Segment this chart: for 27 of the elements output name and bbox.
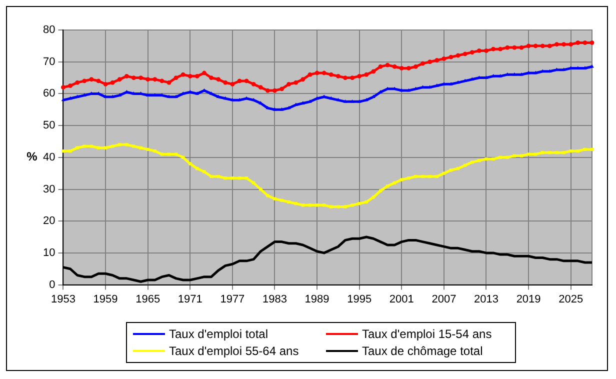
y-tick-label: 0 (49, 278, 56, 291)
y-axis-title: % (26, 150, 38, 164)
legend-label: Taux d'emploi total (169, 327, 268, 341)
x-tick-label: 2001 (389, 293, 414, 306)
x-tick-label: 2025 (558, 293, 584, 306)
x-tick-label: 2019 (516, 293, 541, 306)
y-tick-label: 50 (42, 120, 56, 132)
legend-label: Taux d'emploi 15-54 ans (362, 327, 492, 341)
y-tick-label: 70 (42, 56, 56, 68)
x-tick-label: 1977 (220, 293, 245, 306)
x-tick-label: 1959 (93, 293, 118, 306)
x-tick-label: 1983 (262, 293, 287, 306)
x-tick-label: 2007 (432, 293, 456, 306)
x-tick-label: 2013 (474, 293, 498, 306)
y-tick-label: 30 (42, 183, 56, 196)
y-tick-label: 20 (42, 215, 56, 228)
y-tick-label: 10 (42, 246, 56, 259)
legend-label: Taux d'emploi 55-64 ans (169, 344, 299, 358)
y-tick-label: 60 (42, 88, 56, 100)
x-tick-label: 1953 (50, 293, 76, 306)
x-tick-label: 1971 (178, 293, 202, 306)
legend-label: Taux de chômage total (362, 344, 483, 358)
y-tick-label: 40 (42, 151, 56, 164)
y-tick-label: 80 (42, 24, 56, 36)
x-tick-label: 1989 (304, 293, 330, 306)
x-tick-label: 1995 (347, 293, 372, 306)
x-tick-label: 1965 (136, 293, 160, 306)
